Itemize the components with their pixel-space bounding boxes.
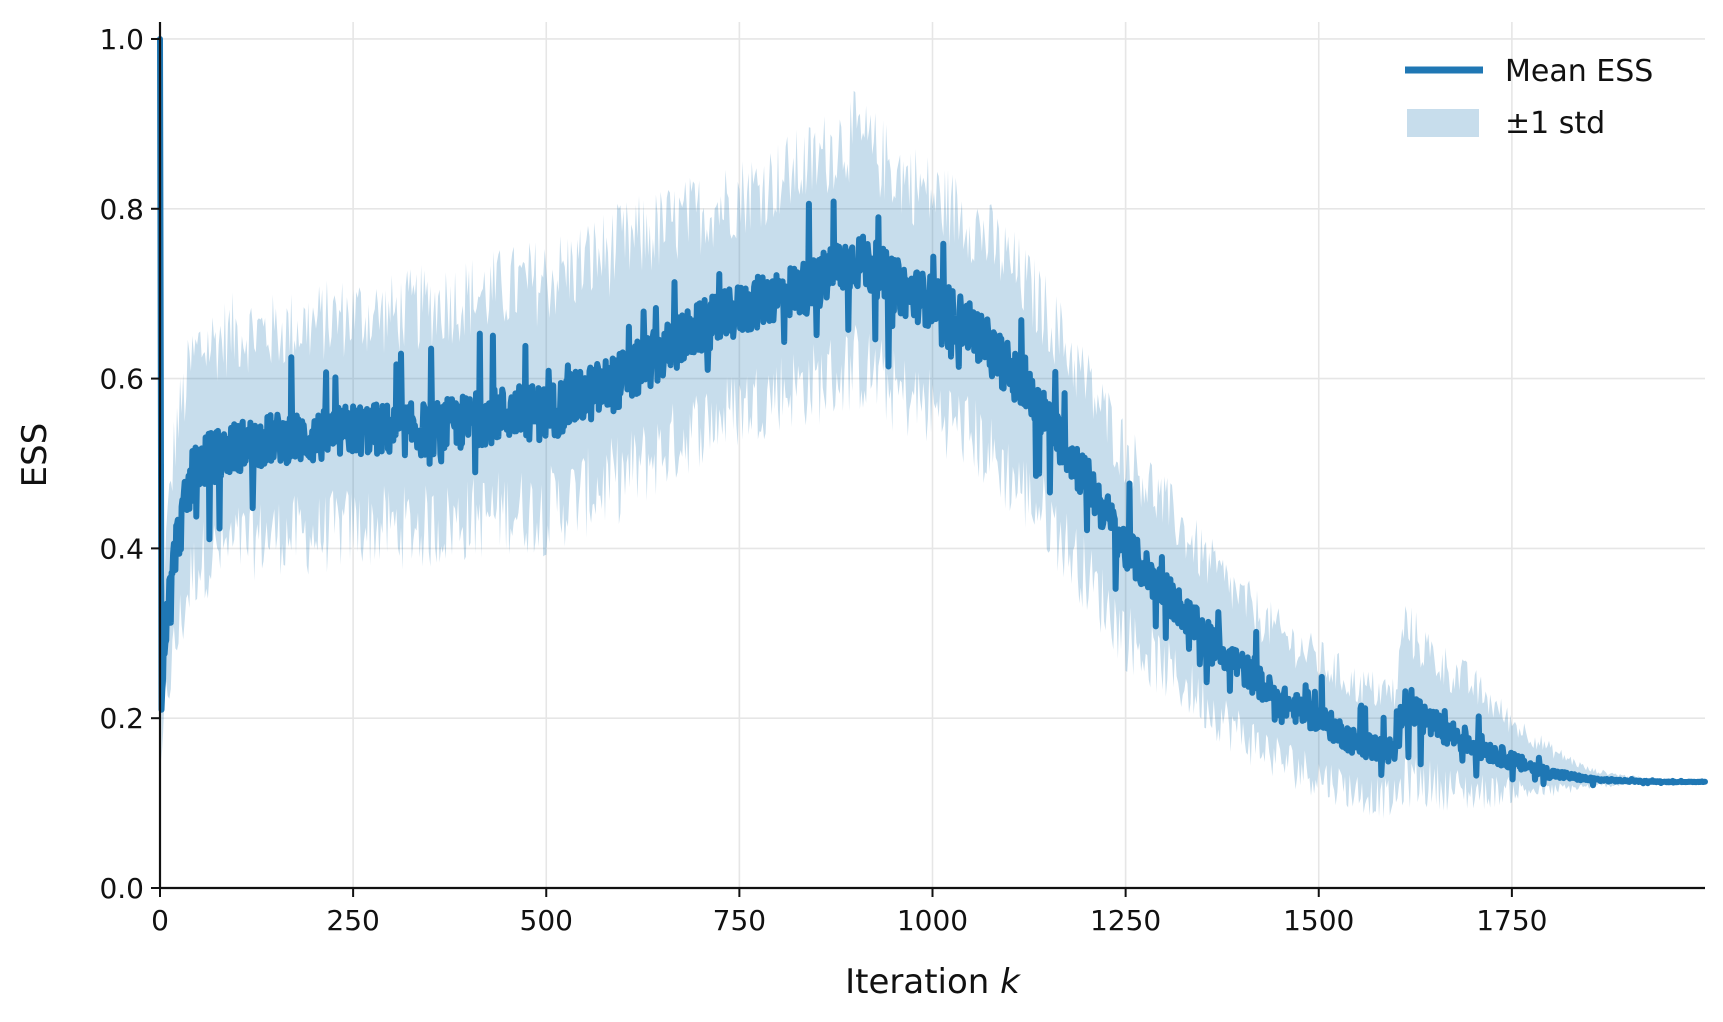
x-ticks: 0 250 500 750 1000 1250 1500 1750: [151, 888, 1548, 937]
legend: Mean ESS ±1 std: [1405, 54, 1653, 141]
y-tick-label: 0.2: [99, 702, 144, 735]
legend-std-swatch: [1407, 109, 1479, 137]
x-tick-label: 1750: [1476, 904, 1547, 937]
y-ticks: 0.0 0.2 0.4 0.6 0.8 1.0: [99, 23, 160, 905]
y-tick-label: 0.6: [99, 363, 144, 396]
y-tick-label: 1.0: [99, 23, 144, 56]
x-tick-label: 1500: [1283, 904, 1354, 937]
x-tick-label: 0: [151, 904, 169, 937]
y-axis-label: ESS: [15, 423, 55, 488]
mean-ess-line: [157, 36, 1708, 789]
y-tick-label: 0.4: [99, 532, 144, 565]
legend-std-label: ±1 std: [1505, 106, 1605, 141]
mean-line-layer: [157, 36, 1708, 789]
x-tick-label: 500: [520, 904, 573, 937]
legend-mean-label: Mean ESS: [1505, 54, 1653, 89]
x-tick-label: 1250: [1090, 904, 1161, 937]
x-tick-label: 750: [713, 904, 766, 937]
y-tick-label: 0.8: [99, 193, 144, 226]
x-tick-label: 1000: [897, 904, 968, 937]
x-tick-label: 250: [326, 904, 379, 937]
y-tick-label: 0.0: [99, 872, 144, 905]
x-axis-label: Iteration k: [845, 962, 1021, 1002]
